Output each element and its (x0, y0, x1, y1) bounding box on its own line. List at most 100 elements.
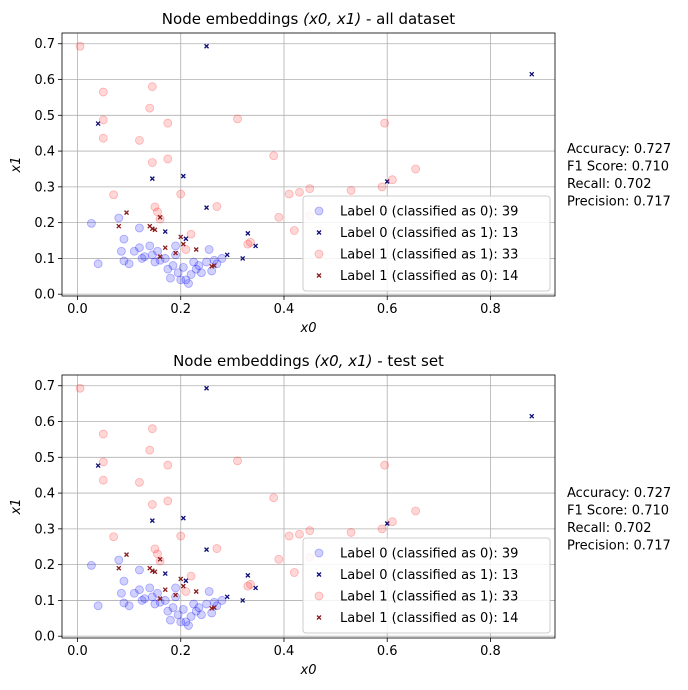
data-point (224, 252, 230, 258)
data-point (162, 587, 168, 593)
metric-text: Recall: 0.702 (567, 177, 652, 192)
x-tick-label: 0.0 (67, 302, 88, 317)
data-point (377, 524, 387, 534)
data-point (137, 596, 147, 605)
data-point (387, 517, 397, 527)
data-point (171, 241, 180, 251)
data-point (98, 475, 108, 485)
data-point (135, 223, 144, 233)
data-point (98, 115, 108, 125)
legend-marker (316, 273, 322, 278)
series-1 (87, 213, 227, 288)
data-point (135, 135, 144, 145)
x-tick-label: 0.2 (170, 302, 191, 317)
data-point (75, 41, 85, 51)
data-point (135, 477, 144, 487)
y-tick-label: 0.5 (34, 451, 55, 466)
data-point (150, 599, 160, 609)
data-point (209, 597, 219, 607)
y-tick-label: 0.5 (34, 109, 55, 124)
legend-label: Label 1 (classified as 0): 14 (340, 269, 518, 284)
data-point (184, 279, 193, 288)
legend-label: Label 1 (classified as 1): 33 (340, 590, 518, 605)
y-tick-label: 0.4 (34, 145, 55, 160)
data-point (411, 506, 421, 516)
data-point (98, 133, 108, 143)
y-tick-label: 0.6 (34, 73, 55, 88)
data-point (346, 186, 356, 195)
data-point (145, 445, 155, 455)
chart-title-suffix: - all dataset (361, 10, 455, 28)
data-point (119, 598, 129, 608)
y-axis-label: x1 (9, 499, 24, 516)
data-point (157, 214, 163, 220)
data-point (269, 151, 279, 161)
data-point (75, 383, 85, 393)
data-point (269, 493, 279, 503)
data-point (183, 578, 189, 584)
data-point (162, 229, 168, 235)
data-point (191, 264, 201, 274)
y-axis-label: x1 (9, 157, 24, 174)
x-axis-label: x0 (300, 663, 317, 678)
data-point (202, 599, 211, 609)
data-point (93, 259, 103, 269)
data-point (289, 226, 299, 235)
data-point (98, 87, 108, 97)
series-3 (75, 383, 421, 596)
data-point (202, 257, 211, 267)
series-4 (116, 210, 217, 269)
data-point (176, 531, 186, 541)
data-point (411, 164, 421, 174)
y-tick-label: 0.2 (34, 216, 55, 231)
y-tick-label: 0.3 (34, 522, 55, 537)
data-point (181, 275, 191, 285)
data-point (147, 424, 157, 434)
chart-panel-2: 0.0 0.2 0.4 0.6 0.8 0.0 0.1 0.2 0.3 0.4 0.5 0.6 0.7 N… (9, 352, 671, 678)
x-tick-label: 0.4 (274, 644, 295, 659)
legend-box (302, 195, 551, 292)
data-point (204, 385, 210, 391)
data-point (176, 617, 186, 627)
data-point (109, 532, 119, 542)
y-tick-label: 0.7 (34, 379, 55, 394)
data-point (193, 247, 199, 252)
data-point (162, 245, 168, 251)
data-point (116, 588, 126, 598)
data-point (211, 605, 217, 611)
chart-title-math: (x0, x1) (303, 10, 361, 28)
chart-title-math: (x0, x1) (314, 352, 372, 370)
metric-text: Precision: 0.717 (567, 195, 671, 210)
data-point (529, 71, 535, 77)
data-point (274, 554, 284, 564)
data-point (189, 257, 199, 267)
data-point (178, 604, 188, 614)
x-tick-label: 0.0 (67, 644, 88, 659)
data-point (150, 257, 160, 267)
legend-label: Label 0 (classified as 0): 39 (340, 547, 518, 562)
data-point (211, 263, 217, 269)
series-3 (75, 41, 421, 254)
data-point (155, 214, 165, 224)
data-point (135, 243, 144, 253)
data-point (124, 552, 129, 558)
data-point (240, 597, 246, 603)
data-point (189, 599, 199, 609)
data-point (147, 500, 157, 509)
legend-label: Label 0 (classified as 1): 13 (340, 226, 518, 241)
x-tick-label: 0.2 (170, 644, 191, 659)
data-point (176, 275, 186, 285)
data-point (204, 587, 214, 596)
plot-frame (61, 32, 556, 297)
data-point (224, 594, 230, 600)
y-tick-label: 0.1 (34, 252, 55, 267)
data-point (145, 241, 155, 251)
data-point (135, 565, 144, 575)
data-point (163, 460, 173, 470)
y-tick-label: 0.6 (34, 415, 55, 430)
data-point (149, 568, 155, 574)
data-point (162, 571, 168, 577)
data-point (116, 223, 122, 229)
y-tick-label: 0.1 (34, 594, 55, 609)
data-point (245, 230, 251, 236)
